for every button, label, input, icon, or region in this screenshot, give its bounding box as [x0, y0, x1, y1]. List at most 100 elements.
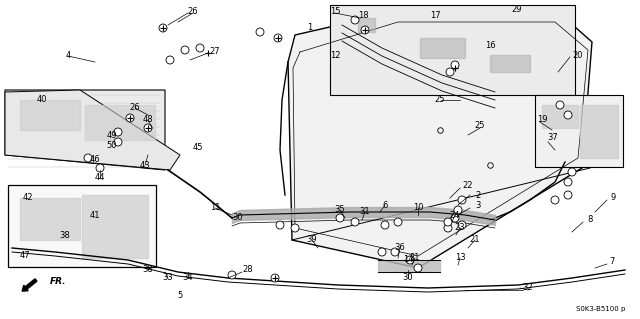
Text: 15: 15 [330, 8, 340, 17]
Text: 29: 29 [512, 5, 522, 14]
Circle shape [458, 221, 466, 229]
Text: 44: 44 [95, 174, 105, 182]
Text: 4: 4 [65, 50, 70, 60]
Bar [535, 95, 623, 167]
Text: 11: 11 [210, 204, 220, 212]
Text: 28: 28 [243, 265, 253, 275]
Circle shape [159, 24, 167, 32]
Circle shape [394, 218, 402, 226]
Text: 12: 12 [330, 50, 340, 60]
Text: 22: 22 [463, 181, 473, 189]
Text: 50: 50 [107, 140, 117, 150]
Text: 20: 20 [573, 50, 583, 60]
Circle shape [458, 196, 466, 204]
Text: 6: 6 [382, 201, 388, 210]
Circle shape [291, 224, 299, 232]
Text: 3: 3 [476, 201, 481, 210]
Circle shape [414, 264, 422, 272]
Circle shape [181, 46, 189, 54]
Text: 25: 25 [435, 95, 445, 105]
Circle shape [446, 68, 454, 76]
Text: 21: 21 [470, 235, 480, 244]
Text: 42: 42 [23, 194, 33, 203]
Circle shape [378, 248, 386, 256]
Polygon shape [5, 90, 180, 170]
Text: 24: 24 [450, 211, 460, 219]
Text: S0K3-B5100 p: S0K3-B5100 p [575, 306, 625, 312]
Text: 47: 47 [20, 250, 30, 259]
Text: 13: 13 [454, 254, 465, 263]
Circle shape [444, 224, 452, 232]
Text: 21: 21 [410, 254, 420, 263]
Circle shape [351, 16, 359, 24]
Circle shape [361, 26, 369, 34]
Text: 38: 38 [60, 231, 70, 240]
Text: 34: 34 [182, 273, 193, 283]
Circle shape [84, 154, 92, 162]
Text: 35: 35 [335, 205, 346, 214]
Text: 40: 40 [36, 95, 47, 105]
Circle shape [451, 214, 459, 222]
Text: 8: 8 [588, 216, 593, 225]
Bar [8, 185, 156, 267]
Circle shape [568, 168, 576, 176]
Text: 26: 26 [188, 8, 198, 17]
Circle shape [336, 214, 344, 222]
Text: 31: 31 [360, 207, 371, 217]
Circle shape [166, 56, 174, 64]
Circle shape [196, 44, 204, 52]
Circle shape [564, 191, 572, 199]
Circle shape [564, 178, 572, 186]
Circle shape [406, 256, 414, 264]
Text: 17: 17 [429, 11, 440, 19]
Circle shape [556, 101, 564, 109]
Circle shape [451, 61, 459, 69]
Circle shape [271, 274, 279, 282]
Circle shape [351, 218, 359, 226]
Text: 41: 41 [90, 211, 100, 219]
Text: 49: 49 [107, 130, 117, 139]
Circle shape [274, 34, 282, 42]
Circle shape [228, 271, 236, 279]
Text: 14: 14 [403, 256, 413, 264]
Text: 36: 36 [395, 243, 405, 253]
Circle shape [144, 124, 152, 132]
Text: 23: 23 [454, 224, 465, 233]
Text: 46: 46 [90, 155, 100, 165]
Text: 30: 30 [403, 273, 413, 283]
Circle shape [114, 128, 122, 136]
Circle shape [381, 221, 389, 229]
Text: 7: 7 [609, 257, 614, 266]
Text: 37: 37 [548, 133, 558, 143]
FancyArrow shape [22, 279, 37, 291]
Circle shape [551, 196, 559, 204]
Text: 43: 43 [140, 160, 150, 169]
Text: 9: 9 [611, 194, 616, 203]
Circle shape [126, 114, 134, 122]
Circle shape [114, 138, 122, 146]
Circle shape [444, 218, 452, 226]
Text: 30: 30 [233, 213, 243, 222]
Text: 2: 2 [476, 190, 481, 199]
Circle shape [564, 111, 572, 119]
Polygon shape [288, 12, 592, 268]
Text: 26: 26 [130, 103, 140, 113]
Text: 39: 39 [307, 235, 317, 244]
Text: 48: 48 [143, 115, 154, 124]
Text: FR.: FR. [50, 278, 67, 286]
Text: 10: 10 [413, 204, 423, 212]
Text: 33: 33 [163, 273, 173, 283]
Text: 38: 38 [143, 265, 154, 275]
Bar [330, 5, 575, 95]
Circle shape [276, 221, 284, 229]
Circle shape [256, 28, 264, 36]
Polygon shape [5, 90, 165, 170]
Text: 32: 32 [523, 284, 533, 293]
Text: 1: 1 [307, 24, 312, 33]
Circle shape [454, 206, 462, 214]
Circle shape [391, 248, 399, 256]
Text: 45: 45 [193, 144, 204, 152]
Circle shape [96, 164, 104, 172]
Text: 27: 27 [210, 48, 220, 56]
Text: 5: 5 [177, 291, 182, 300]
